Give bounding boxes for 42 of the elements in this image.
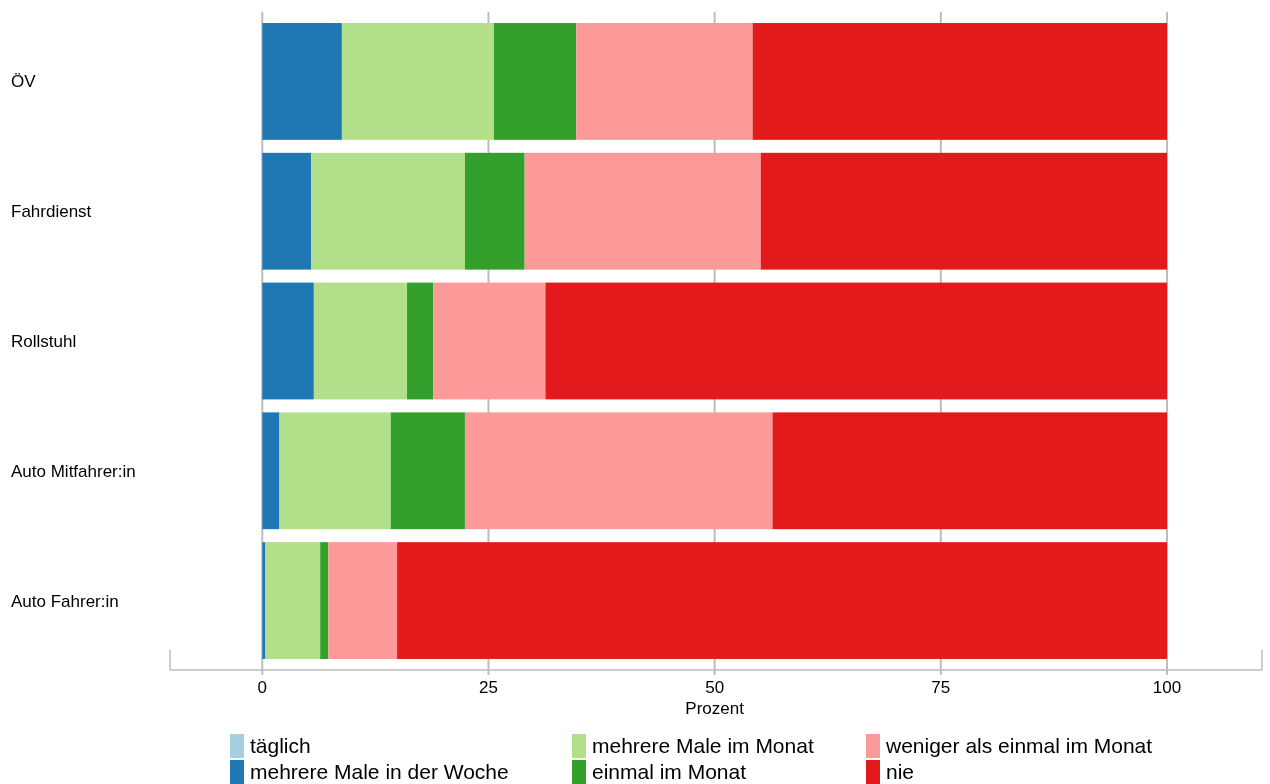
bar (341, 23, 494, 140)
y-tick-label: Rollstuhl (11, 332, 77, 351)
legend-label: nie (886, 760, 915, 783)
bar (772, 412, 1167, 530)
x-tick-label: 25 (479, 678, 498, 697)
y-tick-label: Auto Mitfahrer:in (11, 461, 136, 481)
bar (279, 412, 391, 530)
x-tick-label: 100 (1152, 678, 1182, 697)
x-tick-label: 75 (931, 678, 951, 697)
bar (262, 412, 280, 530)
bar (752, 23, 1167, 140)
y-tick-label: Auto Fahrer:in (11, 591, 119, 611)
bar (545, 282, 1167, 400)
legend-label: mehrere Male in der Woche (250, 760, 509, 783)
bar (464, 412, 773, 530)
y-tick-label: Fahrdienst (11, 202, 92, 222)
legend-label: weniger als einmal im Monat (885, 734, 1153, 757)
legend-label: täglich (250, 734, 311, 757)
bar (390, 412, 465, 530)
bar (320, 542, 329, 659)
bar (262, 23, 342, 140)
bar (262, 152, 312, 270)
bar (328, 542, 398, 659)
bar (493, 23, 577, 140)
bar (311, 152, 465, 270)
bar (262, 542, 265, 659)
bar (397, 542, 1167, 659)
legend-label: einmal im Monat (592, 760, 747, 783)
x-tick-label: 0 (257, 678, 268, 697)
bar (433, 282, 546, 400)
x-axis-title: Prozent (685, 699, 745, 718)
bar (576, 23, 753, 140)
legend-label: mehrere Male im Monat (592, 734, 814, 757)
bar (407, 282, 434, 400)
bar (524, 152, 761, 270)
bar (265, 542, 321, 659)
y-tick-label: ÖV (11, 72, 37, 92)
bar (464, 152, 525, 270)
bar (262, 282, 314, 400)
bar (760, 152, 1167, 270)
x-tick-label: 50 (705, 678, 725, 697)
bar (313, 282, 408, 400)
